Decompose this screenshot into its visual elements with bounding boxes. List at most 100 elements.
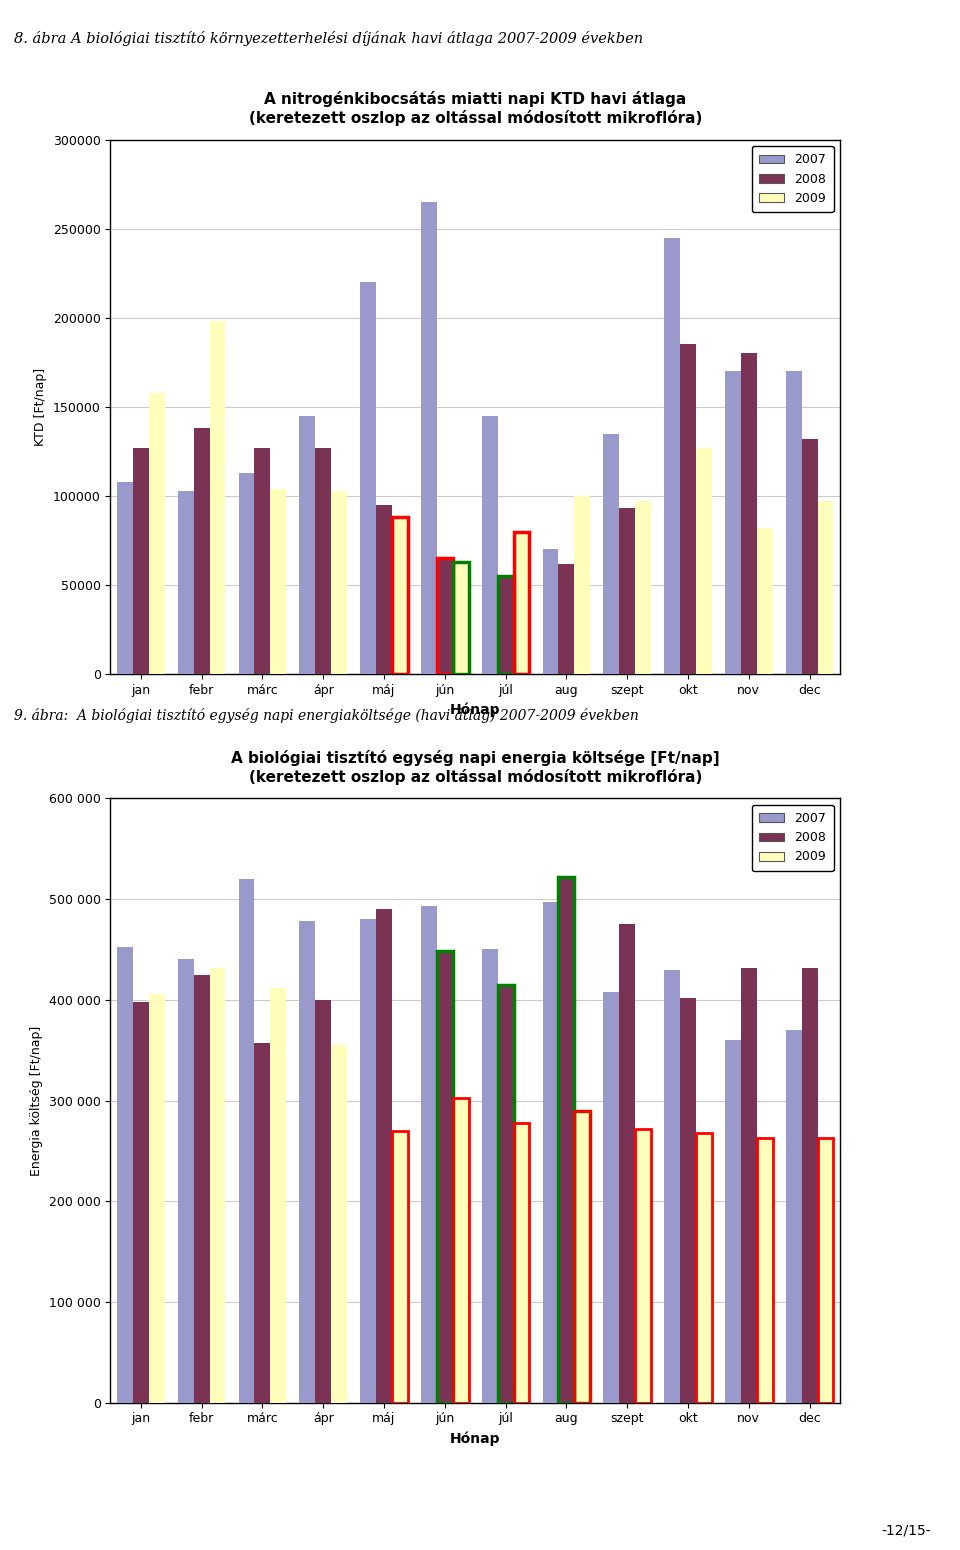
Bar bbox=[664, 970, 680, 1403]
Bar bbox=[392, 518, 408, 674]
Bar bbox=[117, 482, 132, 674]
Bar bbox=[271, 987, 286, 1403]
Bar bbox=[514, 1122, 529, 1403]
Bar bbox=[574, 496, 590, 674]
Bar bbox=[680, 344, 696, 674]
Bar bbox=[132, 1001, 149, 1403]
Bar bbox=[559, 564, 574, 674]
Bar bbox=[574, 1110, 590, 1403]
Bar bbox=[360, 282, 376, 674]
Title: A biológiai tisztító egység napi energia költsége [Ft/nap]
(keretezett oszlop az: A biológiai tisztító egység napi energia… bbox=[231, 750, 719, 784]
Bar bbox=[786, 1031, 802, 1403]
Bar bbox=[756, 1138, 773, 1403]
Bar bbox=[453, 563, 468, 674]
Bar bbox=[636, 501, 651, 674]
Bar bbox=[392, 1132, 408, 1403]
Bar bbox=[331, 1045, 347, 1403]
Bar bbox=[497, 984, 514, 1403]
Title: A nitrogénkibocsátás miatti napi KTD havi átlaga
(keretezett oszlop az oltással : A nitrogénkibocsátás miatti napi KTD hav… bbox=[249, 91, 702, 126]
Bar bbox=[178, 491, 194, 674]
Bar bbox=[497, 984, 514, 1403]
X-axis label: Hónap: Hónap bbox=[450, 1431, 500, 1446]
Text: 9. ábra:  A biológiai tisztító egység napi energiaköltsége (havi átlag) 2007-200: 9. ábra: A biológiai tisztító egység nap… bbox=[14, 708, 639, 724]
Bar bbox=[194, 975, 209, 1403]
Bar bbox=[437, 558, 453, 674]
Bar bbox=[376, 908, 392, 1403]
Y-axis label: Energia költség [Ft/nap]: Energia költség [Ft/nap] bbox=[30, 1026, 43, 1175]
Bar bbox=[360, 919, 376, 1403]
Bar bbox=[376, 505, 392, 674]
Bar bbox=[559, 877, 574, 1403]
Bar bbox=[315, 1000, 331, 1403]
Bar bbox=[696, 448, 711, 674]
Bar bbox=[209, 321, 226, 674]
Bar bbox=[300, 921, 315, 1403]
Bar bbox=[559, 877, 574, 1403]
Bar bbox=[574, 1110, 590, 1403]
Bar bbox=[636, 1128, 651, 1403]
Bar bbox=[453, 1099, 468, 1403]
Bar bbox=[315, 448, 331, 674]
Bar bbox=[680, 998, 696, 1403]
Bar bbox=[437, 558, 453, 674]
Bar bbox=[725, 372, 741, 674]
Bar bbox=[818, 501, 833, 674]
Bar bbox=[149, 994, 164, 1403]
Bar bbox=[271, 488, 286, 674]
Bar bbox=[574, 1110, 590, 1403]
Bar bbox=[756, 529, 773, 674]
Bar bbox=[149, 392, 164, 674]
Bar bbox=[392, 518, 408, 674]
Bar bbox=[117, 947, 132, 1403]
Bar bbox=[209, 967, 226, 1403]
Bar bbox=[514, 532, 529, 674]
Y-axis label: KTD [Ft/nap]: KTD [Ft/nap] bbox=[35, 367, 47, 446]
Bar bbox=[514, 1122, 529, 1403]
Bar bbox=[300, 415, 315, 674]
Bar bbox=[239, 879, 254, 1403]
Bar bbox=[331, 491, 347, 674]
Bar bbox=[619, 924, 636, 1403]
Bar bbox=[818, 1138, 833, 1403]
Bar bbox=[802, 439, 818, 674]
Bar bbox=[178, 959, 194, 1403]
Bar bbox=[696, 1133, 711, 1403]
Bar bbox=[604, 434, 619, 674]
Bar bbox=[254, 448, 271, 674]
Bar bbox=[696, 1133, 711, 1403]
Legend: 2007, 2008, 2009: 2007, 2008, 2009 bbox=[752, 804, 833, 871]
Bar bbox=[482, 415, 497, 674]
Bar bbox=[604, 992, 619, 1403]
Bar bbox=[514, 532, 529, 674]
Bar bbox=[756, 1138, 773, 1403]
Bar bbox=[453, 1099, 468, 1403]
Bar bbox=[497, 577, 514, 674]
Text: 8. ábra A biológiai tisztító környezetterhelési díjának havi átlaga 2007-2009 év: 8. ábra A biológiai tisztító környezette… bbox=[14, 31, 643, 46]
Text: -12/15-: -12/15- bbox=[881, 1524, 931, 1538]
Bar bbox=[542, 550, 559, 674]
Bar bbox=[132, 448, 149, 674]
Bar bbox=[254, 1043, 271, 1403]
Bar bbox=[421, 907, 437, 1403]
Bar bbox=[619, 508, 636, 674]
Bar bbox=[421, 202, 437, 674]
Legend: 2007, 2008, 2009: 2007, 2008, 2009 bbox=[752, 146, 833, 212]
Bar bbox=[497, 577, 514, 674]
Bar bbox=[437, 952, 453, 1403]
Bar bbox=[664, 237, 680, 674]
Bar bbox=[542, 902, 559, 1403]
Bar bbox=[437, 952, 453, 1403]
Bar bbox=[786, 372, 802, 674]
Bar bbox=[818, 1138, 833, 1403]
Bar bbox=[725, 1040, 741, 1403]
X-axis label: Hónap: Hónap bbox=[450, 702, 500, 718]
Bar bbox=[741, 353, 756, 674]
Bar bbox=[802, 967, 818, 1403]
Bar bbox=[741, 967, 756, 1403]
Bar bbox=[482, 949, 497, 1403]
Bar bbox=[194, 428, 209, 674]
Bar bbox=[453, 563, 468, 674]
Bar bbox=[392, 1132, 408, 1403]
Bar bbox=[636, 1128, 651, 1403]
Bar bbox=[239, 473, 254, 674]
